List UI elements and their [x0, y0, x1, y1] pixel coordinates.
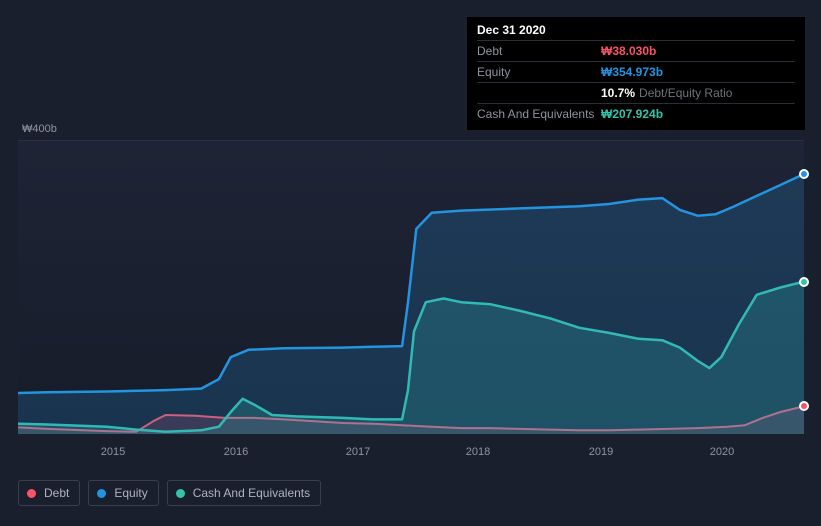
legend-dot-icon — [97, 489, 106, 498]
legend-dot-icon — [176, 489, 185, 498]
x-axis-tick: 2016 — [224, 446, 248, 458]
tooltip-date: Dec 31 2020 — [477, 23, 795, 40]
x-axis-tick: 2017 — [346, 446, 370, 458]
x-axis-tick: 2019 — [589, 446, 613, 458]
series-end-marker — [799, 277, 809, 287]
legend-label: Debt — [44, 486, 69, 500]
tooltip-value: ₩207.924b — [601, 106, 663, 122]
x-axis-tick: 2015 — [101, 446, 125, 458]
tooltip-row: Cash And Equivalents₩207.924b — [477, 103, 795, 124]
x-axis-tick: 2020 — [710, 446, 734, 458]
tooltip-row: Equity₩354.973b — [477, 61, 795, 82]
legend-label: Cash And Equivalents — [193, 486, 310, 500]
tooltip-label: Equity — [477, 64, 601, 80]
chart-area: ₩400b ₩0 — [18, 120, 804, 438]
tooltip-row: Debt₩38.030b — [477, 40, 795, 61]
tooltip-extra: Debt/Equity Ratio — [639, 86, 732, 100]
tooltip-row: 10.7%Debt/Equity Ratio — [477, 82, 795, 103]
tooltip-value: ₩38.030b — [601, 43, 656, 59]
series-end-marker — [799, 401, 809, 411]
legend-label: Equity — [114, 486, 147, 500]
legend-item[interactable]: Cash And Equivalents — [167, 480, 321, 506]
legend-dot-icon — [27, 489, 36, 498]
chart-plot[interactable] — [18, 140, 804, 433]
x-axis-tick: 2018 — [466, 446, 490, 458]
tooltip-label: Debt — [477, 43, 601, 59]
legend: Debt Equity Cash And Equivalents — [18, 480, 321, 506]
chart-tooltip: Dec 31 2020 Debt₩38.030bEquity₩354.973b1… — [467, 17, 805, 130]
tooltip-label: Cash And Equivalents — [477, 106, 601, 122]
tooltip-value: 10.7%Debt/Equity Ratio — [601, 85, 732, 101]
legend-item[interactable]: Debt — [18, 480, 80, 506]
series-end-marker — [799, 169, 809, 179]
legend-item[interactable]: Equity — [88, 480, 158, 506]
tooltip-label — [477, 85, 601, 101]
tooltip-value: ₩354.973b — [601, 64, 663, 80]
x-axis: 2015 2016 2017 2018 2019 2020 — [18, 446, 804, 462]
y-axis-label-top: ₩400b — [22, 123, 57, 135]
